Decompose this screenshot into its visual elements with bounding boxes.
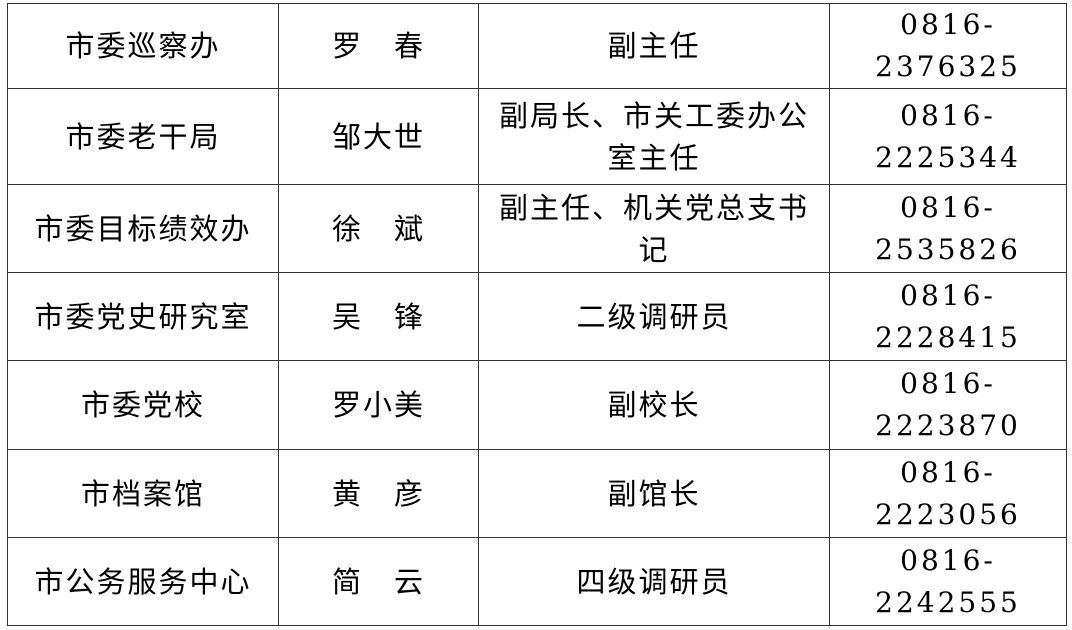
phone-cell: 0816-2376325 xyxy=(829,3,1067,89)
position-cell: 副馆长 xyxy=(478,449,830,538)
phone-cell: 0816-2223056 xyxy=(829,449,1067,538)
unit-cell: 市公务服务中心 xyxy=(7,537,279,626)
name-cell: 黄 彦 xyxy=(278,449,479,538)
unit-cell: 市委党史研究室 xyxy=(7,272,279,361)
phone-cell: 0816-2223870 xyxy=(829,360,1067,450)
unit-cell: 市委党校 xyxy=(7,360,279,450)
name-cell: 吴 锋 xyxy=(278,272,479,361)
table-row: 市档案馆黄 彦副馆长 0816-2223056 xyxy=(7,449,1067,538)
position-cell: 副局长、市关工委办公室主任 xyxy=(478,88,830,185)
position-cell: 二级调研员 xyxy=(478,272,830,361)
table-row: 市公务服务中心简 云四级调研员 0816-2242555 xyxy=(7,537,1067,626)
name-cell: 简 云 xyxy=(278,537,479,626)
table-row: 市委老干局 邹大世 副局长、市关工委办公室主任 0816-2225344 xyxy=(7,88,1067,185)
table-row: 市委目标绩效办徐 斌副主任、机关党总支书记 0816-2535826 xyxy=(7,184,1067,273)
phone-cell: 0816-2535826 xyxy=(829,184,1067,273)
name-cell: 徐 斌 xyxy=(278,184,479,273)
name-cell: 罗 春 xyxy=(278,3,479,89)
unit-cell: 市档案馆 xyxy=(7,449,279,538)
unit-cell: 市委目标绩效办 xyxy=(7,184,279,273)
position-cell: 副主任、机关党总支书记 xyxy=(478,184,830,273)
table-row: 市委党校 罗小美 副校长 0816-2223870 xyxy=(7,360,1067,450)
unit-cell: 市委巡察办 xyxy=(7,3,279,89)
phone-cell: 0816-2225344 xyxy=(829,88,1067,185)
position-cell: 四级调研员 xyxy=(478,537,830,626)
phone-cell: 0816-2242555 xyxy=(829,537,1067,626)
table-row: 市委巡察办罗 春副主任 0816-2376325 xyxy=(7,3,1067,89)
name-cell: 罗小美 xyxy=(278,360,479,450)
name-cell: 邹大世 xyxy=(278,88,479,185)
contact-table: 市委巡察办罗 春副主任 0816-2376325 市委老干局 邹大世 副局长、市关工委办… xyxy=(7,3,1067,626)
table-row: 市委党史研究室吴 锋二级调研员 0816-2228415 xyxy=(7,272,1067,361)
position-cell: 副主任 xyxy=(478,3,830,89)
unit-cell: 市委老干局 xyxy=(7,88,279,185)
phone-cell: 0816-2228415 xyxy=(829,272,1067,361)
position-cell: 副校长 xyxy=(478,360,830,450)
